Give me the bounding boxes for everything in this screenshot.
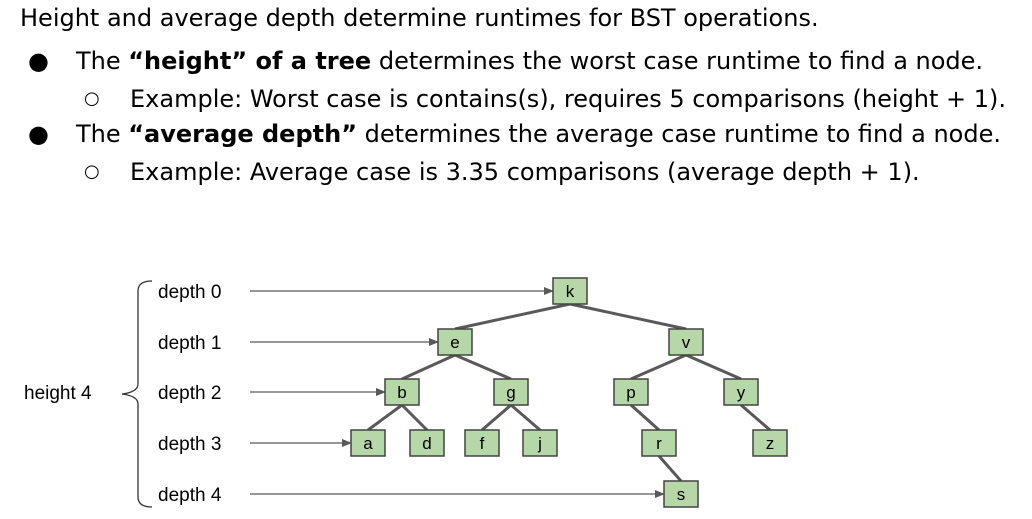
depth-label-4: depth 4 (158, 485, 222, 506)
node-label: b (397, 383, 406, 402)
height-label: height 4 (24, 383, 92, 404)
node-box (464, 429, 500, 457)
tree-node-d: d (409, 429, 445, 457)
tree-edge-p-r (630, 403, 660, 432)
tree-edge-g-f (481, 403, 512, 432)
sub-bullet-text: Example: Worst case is contains(s), requ… (130, 85, 1007, 113)
tree-node-j: j (522, 429, 558, 457)
node-label: a (363, 434, 373, 453)
node-box (752, 429, 788, 457)
node-label: r (656, 434, 662, 453)
node-box (613, 378, 649, 406)
slide-heading: Height and average depth determine runti… (20, 4, 819, 32)
node-label: s (677, 485, 686, 504)
bullet-bold-term: “height” of a tree (128, 47, 372, 75)
bullet-suffix: determines the worst case runtime to fin… (371, 47, 984, 75)
tree-node-s: s (663, 480, 699, 508)
node-box (350, 429, 386, 457)
node-box (641, 429, 677, 457)
tree-node-a: a (350, 429, 386, 457)
depth-label-1: depth 1 (158, 333, 221, 354)
bullet-prefix: The (76, 47, 129, 75)
node-label: p (626, 383, 635, 402)
tree-node-k: k (552, 277, 588, 305)
node-box (522, 429, 558, 457)
tree-edge-k-v (569, 302, 687, 331)
tree-node-p: p (613, 378, 649, 406)
sub-bullet-marker: ○ (84, 88, 100, 109)
node-box (668, 328, 704, 356)
tree-edge-e-b (401, 353, 456, 381)
tree-edge-b-a (367, 403, 403, 432)
tree-edge-v-y (685, 353, 742, 381)
height-brace (121, 280, 153, 508)
node-box (409, 429, 445, 457)
depth-label-2: depth 2 (158, 383, 221, 404)
bullet-prefix: The (76, 120, 129, 148)
tree-edge-e-g (454, 353, 512, 381)
tree-edge-k-e (454, 302, 571, 331)
node-box (384, 378, 420, 406)
depth-label-3: depth 3 (158, 434, 221, 455)
tree-node-e: e (437, 328, 473, 356)
sub-bullet-text: Example: Average case is 3.35 comparison… (130, 158, 920, 186)
tree-node-f: f (464, 429, 500, 457)
node-label: d (422, 434, 431, 453)
tree-node-z: z (752, 429, 788, 457)
node-label: f (480, 434, 485, 453)
node-label: v (682, 333, 691, 352)
bullet-suffix: determines the average case runtime to f… (356, 120, 1001, 148)
depth-label-0: depth 0 (158, 282, 221, 303)
tree-edge-b-d (400, 403, 429, 432)
tree-node-y: y (723, 378, 759, 406)
node-label: j (537, 434, 542, 453)
tree-node-b: b (384, 378, 420, 406)
tree-node-g: g (493, 378, 529, 406)
node-label: y (737, 383, 746, 402)
node-box (723, 378, 759, 406)
node-box (663, 480, 699, 508)
node-box (493, 378, 529, 406)
node-label: e (450, 333, 459, 352)
node-box (437, 328, 473, 356)
tree-node-v: v (668, 328, 704, 356)
tree-edge-g-j (510, 403, 541, 432)
bullet-marker: ● (28, 120, 49, 148)
bullet-marker: ● (28, 47, 49, 75)
node-label: g (506, 383, 515, 402)
bullet-bold-term: “average depth” (128, 120, 357, 148)
sub-bullet-marker: ○ (84, 161, 100, 182)
tree-edge-r-s (657, 455, 683, 482)
tree-edge-y-z (740, 403, 771, 432)
tree-node-r: r (641, 429, 677, 457)
node-box (552, 277, 588, 305)
node-label: z (766, 434, 775, 453)
tree-edge-v-p (630, 353, 687, 381)
node-label: k (566, 282, 575, 301)
